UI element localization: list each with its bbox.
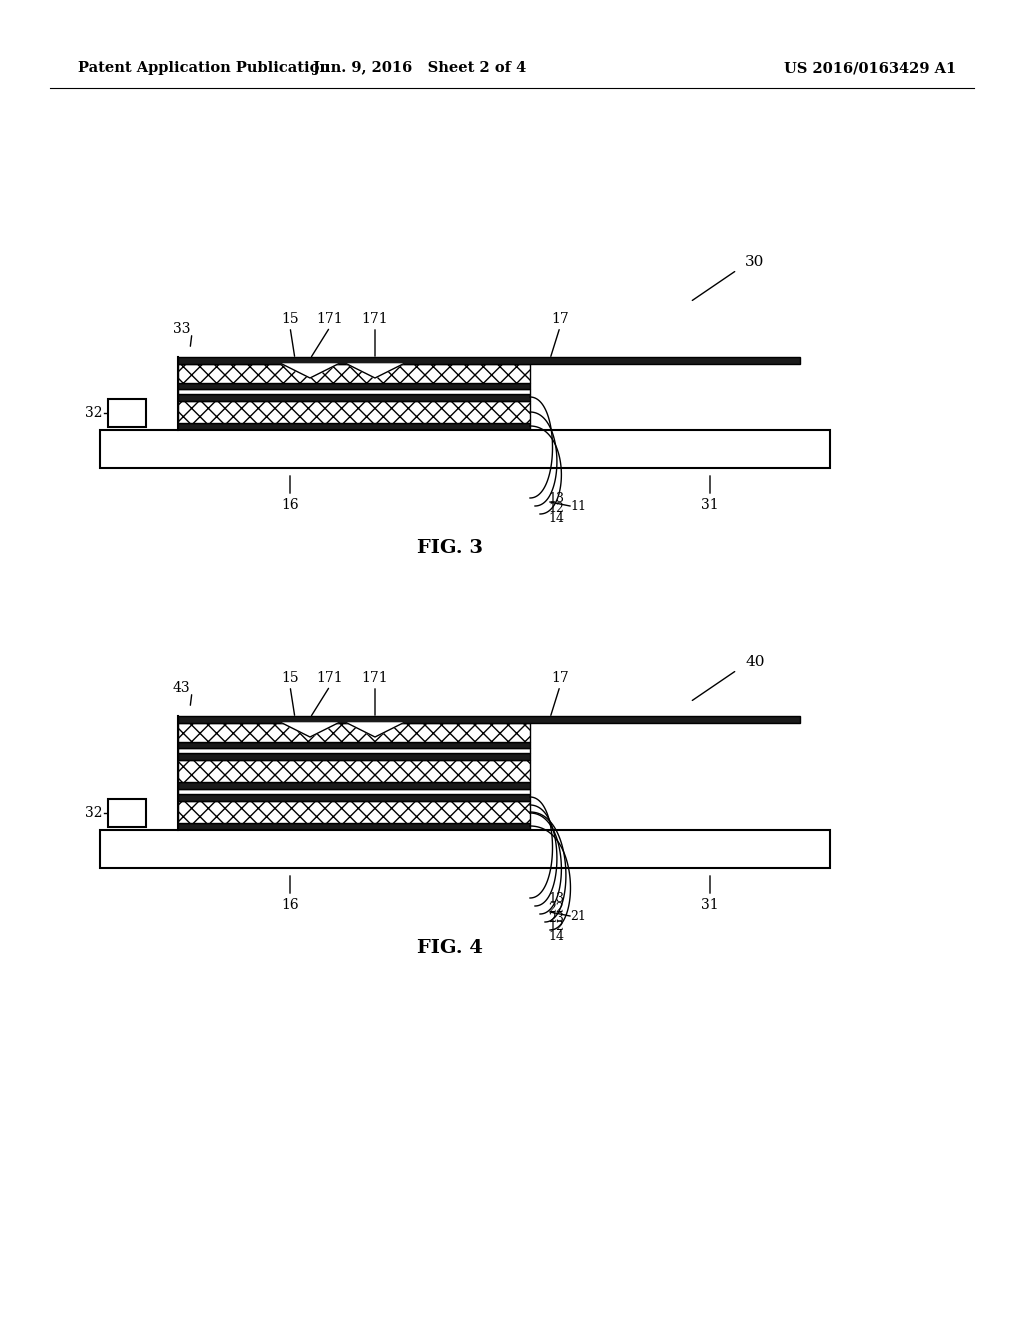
Bar <box>178 748 530 752</box>
Text: 12: 12 <box>548 502 564 515</box>
Text: Patent Application Publication: Patent Application Publication <box>78 61 330 75</box>
Text: 171: 171 <box>361 312 388 326</box>
Bar <box>178 781 530 789</box>
Text: 12: 12 <box>548 920 564 932</box>
Text: FIG. 4: FIG. 4 <box>417 939 483 957</box>
Bar <box>178 801 530 822</box>
Bar <box>108 799 146 828</box>
Text: 13: 13 <box>548 491 564 504</box>
Text: 31: 31 <box>701 898 719 912</box>
Text: FIG. 3: FIG. 3 <box>417 539 483 557</box>
Bar <box>178 795 530 801</box>
Bar <box>178 401 530 422</box>
Text: 40: 40 <box>745 655 765 669</box>
Bar <box>178 822 530 830</box>
Text: 14: 14 <box>548 929 564 942</box>
Text: 23: 23 <box>548 912 564 924</box>
Bar <box>108 399 146 426</box>
Text: 43: 43 <box>172 681 190 696</box>
Text: 171: 171 <box>316 312 343 326</box>
Text: 171: 171 <box>316 671 343 685</box>
Bar <box>100 430 830 469</box>
Text: 171: 171 <box>361 671 388 685</box>
Polygon shape <box>347 364 403 378</box>
Bar <box>178 760 530 781</box>
Text: US 2016/0163429 A1: US 2016/0163429 A1 <box>784 61 956 75</box>
Polygon shape <box>282 364 338 378</box>
Bar <box>178 422 530 430</box>
Text: 15: 15 <box>282 312 299 326</box>
Text: 17: 17 <box>551 312 569 326</box>
Text: 30: 30 <box>745 255 764 269</box>
Text: 21: 21 <box>570 909 586 923</box>
Text: 11: 11 <box>570 499 586 512</box>
Bar <box>178 389 530 393</box>
Text: 13: 13 <box>548 891 564 904</box>
Text: 33: 33 <box>172 322 190 337</box>
Bar <box>100 830 830 869</box>
Bar <box>178 356 800 364</box>
Bar <box>178 715 800 723</box>
Text: 22: 22 <box>548 902 564 915</box>
Polygon shape <box>347 723 403 737</box>
Bar <box>178 393 530 401</box>
Text: 16: 16 <box>282 898 299 912</box>
Bar <box>178 723 530 742</box>
Text: 15: 15 <box>282 671 299 685</box>
Text: 32: 32 <box>85 407 103 420</box>
Bar <box>178 742 530 748</box>
Bar <box>178 383 530 389</box>
Text: 17: 17 <box>551 671 569 685</box>
Text: 16: 16 <box>282 498 299 512</box>
Bar <box>178 752 530 760</box>
Text: 14: 14 <box>548 511 564 524</box>
Text: 31: 31 <box>701 498 719 512</box>
Bar <box>178 789 530 795</box>
Text: 32: 32 <box>85 807 103 820</box>
Polygon shape <box>282 723 338 737</box>
Bar <box>178 364 530 383</box>
Text: Jun. 9, 2016   Sheet 2 of 4: Jun. 9, 2016 Sheet 2 of 4 <box>313 61 526 75</box>
